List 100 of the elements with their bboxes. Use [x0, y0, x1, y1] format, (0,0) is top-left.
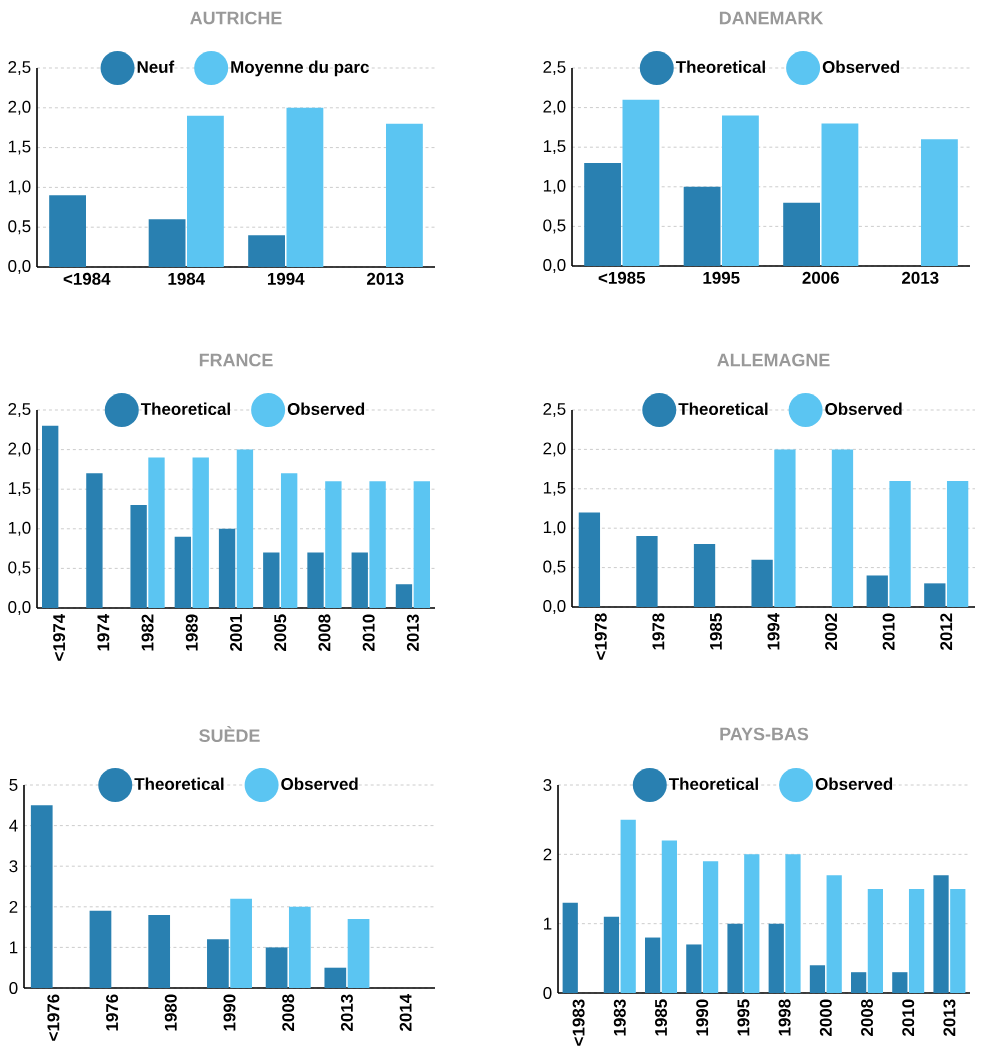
x-tick-label: 1995 — [703, 271, 740, 284]
bar — [768, 923, 784, 993]
bar — [351, 552, 368, 608]
bar — [751, 559, 773, 607]
x-tick-label: 1978 — [652, 613, 665, 650]
legend-label: Theoretical — [134, 777, 224, 791]
y-tick-label: 2,5 — [8, 60, 31, 75]
x-tick-label: <1984 — [63, 272, 111, 285]
bar — [851, 972, 867, 993]
bar — [86, 473, 103, 608]
x-tick-label: <1976 — [47, 994, 60, 1041]
x-tick-label: 2013 — [943, 999, 956, 1036]
bar — [286, 107, 324, 267]
bar — [950, 889, 966, 993]
x-tick-label: 2010 — [362, 614, 375, 651]
y-tick-label: 1,0 — [8, 521, 31, 536]
x-tick-label: <1974 — [53, 613, 66, 661]
x-tick-label: 2014 — [399, 993, 412, 1031]
y-tick-label: 2,5 — [543, 60, 566, 75]
bar — [236, 449, 254, 608]
bar — [584, 163, 622, 266]
legend-label: Moyenne du parc — [231, 60, 369, 77]
bar — [89, 910, 112, 988]
x-tick-label: 2010 — [882, 613, 895, 650]
y-tick-label: 1,5 — [8, 482, 31, 497]
y-tick-label: 4 — [9, 819, 18, 832]
bar — [702, 861, 719, 993]
bar — [622, 99, 660, 266]
chart-title: PAYS-BAS — [720, 727, 809, 741]
bar — [42, 425, 59, 608]
bar — [686, 944, 702, 993]
bar — [30, 805, 53, 988]
x-tick-label: 2008 — [318, 614, 331, 651]
x-tick-label: 1980 — [164, 994, 177, 1031]
y-tick-label: 1 — [544, 917, 552, 930]
bar — [280, 473, 298, 608]
y-tick-label: 2,5 — [8, 402, 31, 417]
y-tick-label: 2,0 — [8, 442, 31, 457]
bar — [921, 139, 958, 266]
y-tick-label: 1,5 — [543, 481, 566, 496]
y-tick-label: 0,0 — [543, 258, 566, 273]
x-tick-label: 1994 — [267, 272, 305, 285]
bar — [148, 457, 165, 608]
y-tick-label: 0,5 — [543, 560, 566, 575]
y-tick-label: 1,5 — [543, 140, 566, 155]
bar — [218, 528, 236, 608]
legend-label: Observed — [822, 60, 900, 74]
bar — [892, 972, 908, 993]
bar — [866, 575, 888, 607]
bar — [288, 906, 311, 988]
y-tick-label: 2 — [543, 848, 552, 861]
x-tick-label: 2001 — [230, 614, 242, 651]
y-tick-label: 3 — [9, 860, 18, 873]
bar — [230, 898, 252, 988]
legend-label: Theoretical — [678, 402, 768, 416]
bar — [683, 186, 721, 266]
bar — [889, 480, 911, 607]
bar — [562, 902, 578, 993]
bar — [49, 195, 86, 267]
x-tick-label: 2013 — [902, 271, 939, 284]
x-tick-label: 1994 — [767, 612, 780, 650]
bar — [578, 512, 601, 607]
y-tick-label: 2,0 — [543, 442, 566, 457]
bar — [130, 505, 147, 608]
bar — [783, 202, 821, 266]
legend-label: Observed — [287, 402, 365, 416]
bar — [933, 875, 949, 993]
y-tick-label: 0,5 — [8, 220, 31, 235]
x-tick-label: 1990 — [223, 994, 236, 1031]
bar — [324, 967, 347, 988]
bar — [774, 449, 796, 607]
x-tick-label: <1985 — [598, 271, 646, 284]
x-tick-label: 2000 — [819, 999, 832, 1036]
x-tick-label: 1974 — [97, 613, 110, 651]
legend-label: Theoretical — [675, 60, 765, 74]
y-tick-label: 0 — [9, 982, 18, 994]
x-tick-label: 1990 — [696, 999, 709, 1036]
bar — [924, 583, 946, 607]
x-tick-label: 2008 — [861, 999, 874, 1036]
y-tick-label: 0,5 — [543, 219, 566, 234]
x-tick-label: 2002 — [825, 613, 838, 650]
x-tick-label: 1985 — [709, 613, 722, 650]
bar — [325, 481, 342, 608]
bar — [347, 918, 370, 988]
bar — [192, 457, 209, 608]
bar — [248, 235, 285, 267]
bar — [645, 937, 661, 993]
bar — [636, 536, 658, 607]
bar — [908, 889, 925, 993]
bar — [187, 115, 224, 267]
y-tick-label: 1,0 — [8, 180, 31, 195]
bar — [826, 875, 842, 993]
x-tick-label: 1995 — [737, 999, 750, 1036]
bar — [386, 123, 423, 267]
y-tick-label: 2,0 — [543, 100, 566, 115]
y-tick-label: 0,0 — [8, 601, 31, 615]
legend-label: Observed — [825, 402, 902, 416]
bar — [148, 219, 186, 267]
x-tick-label: 2012 — [940, 613, 953, 650]
y-tick-label: 0,5 — [8, 561, 31, 576]
